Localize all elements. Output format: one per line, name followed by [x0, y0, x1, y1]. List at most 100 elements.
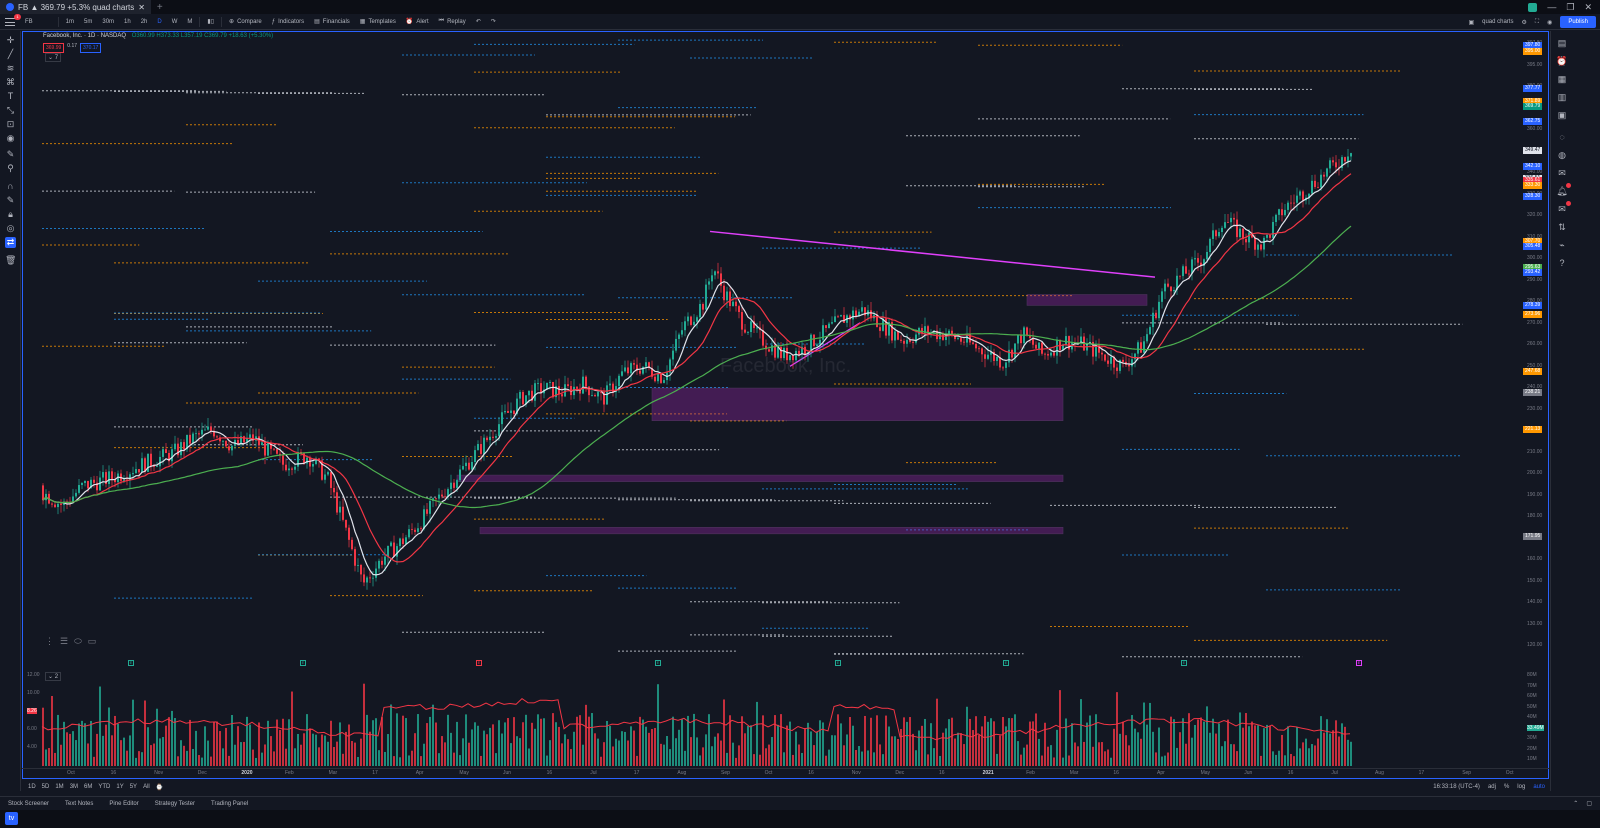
adj-toggle[interactable]: adj — [1487, 784, 1496, 790]
earnings-marker[interactable]: E — [300, 660, 306, 666]
sync-drawings-icon[interactable]: ⇄ — [5, 237, 16, 248]
replay-button[interactable]: ⏮ Replay — [434, 18, 471, 25]
alerts-icon[interactable]: ⏰ — [1556, 56, 1568, 66]
earnings-marker[interactable]: E — [835, 660, 841, 666]
chart-type-button[interactable]: ▮▯ — [202, 18, 219, 25]
percent-toggle[interactable]: % — [1503, 784, 1510, 790]
maximize-panel-icon[interactable]: ▢ — [1586, 801, 1592, 807]
tab-strategy-tester[interactable]: Strategy Tester — [154, 800, 195, 807]
interval-m[interactable]: M — [187, 18, 193, 25]
fib-tool-icon[interactable]: ≋ — [6, 63, 15, 73]
interval-1m[interactable]: 1m — [65, 18, 75, 25]
interval-d[interactable]: D — [157, 18, 162, 25]
symbol-search[interactable]: FB — [20, 19, 38, 25]
trendline-tool-icon[interactable]: ╱ — [7, 49, 14, 59]
range-5y[interactable]: 5Y — [129, 784, 138, 790]
pencil-icon[interactable]: ⋮ — [45, 636, 54, 646]
earnings-marker[interactable]: E — [1356, 660, 1362, 666]
lock-draw-icon[interactable]: ✎ — [6, 195, 15, 205]
indicators-button[interactable]: ƒ Indicators — [267, 19, 309, 25]
notifications-icon[interactable]: 🔔︎ — [1556, 183, 1571, 197]
tab-stock-screener[interactable]: Stock Screener — [8, 800, 50, 807]
layout-name[interactable]: quad charts — [1482, 19, 1514, 25]
messages-icon[interactable]: ✉ — [1556, 201, 1571, 215]
order-panel-icon[interactable]: ⇅ — [1558, 222, 1566, 232]
symbol-title[interactable]: Facebook, Inc. · 1D · NASDAQ — [43, 33, 127, 39]
zoom-icon[interactable]: ⚲ — [7, 163, 14, 173]
time-axis[interactable]: Oct 16 Nov Dec 2020 Feb Mar 17 Apr May Jun 16 Jul 17 A… — [22, 768, 1549, 778]
ideas-icon[interactable]: ◌ — [1559, 132, 1565, 142]
data-window-icon[interactable]: ▦ — [1557, 74, 1567, 84]
prediction-tool-icon[interactable]: ⤡ — [6, 105, 15, 115]
range-1y[interactable]: 1Y — [116, 784, 124, 790]
range-6m[interactable]: 6M — [84, 784, 93, 790]
collapse-panel-icon[interactable]: ⌃ — [1573, 801, 1579, 807]
alert-button[interactable]: ⏰ Alert — [401, 18, 434, 26]
compare-button[interactable]: ⊕ Compare — [224, 18, 267, 26]
lock-icon[interactable]: 🔒︎ — [8, 209, 13, 219]
maximize-button[interactable]: ❐ — [1566, 1, 1575, 12]
chart-tab[interactable]: FB ▲ 369.79 +5.3% quad charts ✕ — [0, 0, 151, 14]
log-toggle[interactable]: log — [1517, 784, 1526, 790]
text-lines-icon[interactable]: ☰ — [60, 636, 69, 646]
earnings-marker[interactable]: E — [655, 660, 661, 666]
fullscreen-icon[interactable]: ⛶ — [1534, 18, 1540, 25]
buy-button[interactable]: 370.17 — [80, 43, 102, 53]
range-1d[interactable]: 1D — [28, 784, 36, 790]
new-tab-button[interactable]: + — [156, 1, 163, 13]
go-to-date-icon[interactable]: ⌚ — [155, 784, 164, 791]
undo-button[interactable]: ↶ — [471, 18, 486, 25]
hotlist-icon[interactable]: ▥ — [1557, 92, 1567, 102]
range-ytd[interactable]: YTD — [98, 784, 111, 790]
sell-button[interactable]: 369.99 — [43, 43, 65, 53]
earnings-marker[interactable]: E — [1181, 660, 1187, 666]
camera-icon[interactable]: ◉ — [1547, 19, 1553, 26]
interval-w[interactable]: W — [171, 18, 178, 25]
hide-drawings-icon[interactable]: ◎ — [6, 223, 15, 233]
range-5d[interactable]: 5D — [41, 784, 50, 790]
settings-icon[interactable]: ⚙ — [1521, 19, 1527, 26]
range-1m[interactable]: 1M — [55, 784, 64, 790]
earnings-marker[interactable]: E — [1003, 660, 1009, 666]
financials-button[interactable]: ▤ Financials — [309, 18, 355, 26]
volume-legend-toggle[interactable]: ⌄ 2 — [45, 672, 62, 681]
minimize-button[interactable]: — — [1547, 2, 1557, 12]
dom-icon[interactable]: ⌁ — [1559, 240, 1565, 250]
trash-icon[interactable]: 🗑︎ — [5, 255, 17, 265]
clock[interactable]: 16:33:18 (UTC-4) — [1433, 784, 1480, 790]
rectangle-icon[interactable]: ▭ — [87, 636, 97, 646]
watchlist-icon[interactable]: ▤ — [1557, 38, 1567, 48]
chat-icon[interactable]: ✉ — [1558, 168, 1566, 178]
earnings-marker[interactable]: E — [128, 660, 134, 666]
brush-tool-icon[interactable]: ✎ — [6, 149, 15, 159]
auto-toggle[interactable]: auto — [1533, 784, 1545, 790]
interval-1h[interactable]: 1h — [124, 18, 131, 25]
earnings-marker[interactable]: E — [476, 660, 482, 666]
tab-text-notes[interactable]: Text Notes — [65, 800, 94, 807]
indicator-list-toggle[interactable]: ⌄ 7 — [45, 53, 62, 62]
interval-2h[interactable]: 2h — [140, 18, 148, 25]
interval-30m[interactable]: 30m — [102, 18, 115, 25]
close-tab-icon[interactable]: ✕ — [138, 2, 145, 12]
range-all[interactable]: All — [143, 784, 150, 790]
text-tool-icon[interactable]: T — [7, 91, 14, 101]
account-icon[interactable] — [1528, 2, 1538, 12]
calendar-icon[interactable]: ▣ — [1557, 110, 1567, 120]
tradingview-logo-icon[interactable]: tv — [5, 812, 18, 825]
cursor-icon[interactable]: ✛ — [6, 35, 15, 45]
templates-button[interactable]: ▦ Templates — [355, 18, 401, 26]
magnet-icon[interactable]: ∩ — [7, 181, 14, 191]
publish-button[interactable]: Publish — [1560, 16, 1596, 28]
interval-5m[interactable]: 5m — [84, 18, 93, 25]
help-icon[interactable]: ? — [1559, 258, 1565, 268]
shapes-tool-icon[interactable]: ⊡ — [6, 119, 15, 129]
menu-button[interactable] — [0, 17, 20, 26]
pattern-tool-icon[interactable]: ⌘ — [6, 77, 15, 87]
tab-trading-panel[interactable]: Trading Panel — [211, 800, 249, 807]
tab-pine-editor[interactable]: Pine Editor — [109, 800, 139, 807]
range-3m[interactable]: 3M — [69, 784, 79, 790]
close-window-button[interactable]: ✕ — [1584, 1, 1592, 12]
redo-button[interactable]: ↷ — [486, 18, 501, 25]
streams-icon[interactable]: ◍ — [1558, 150, 1566, 160]
layout-select-icon[interactable]: ▣ — [1468, 19, 1475, 26]
